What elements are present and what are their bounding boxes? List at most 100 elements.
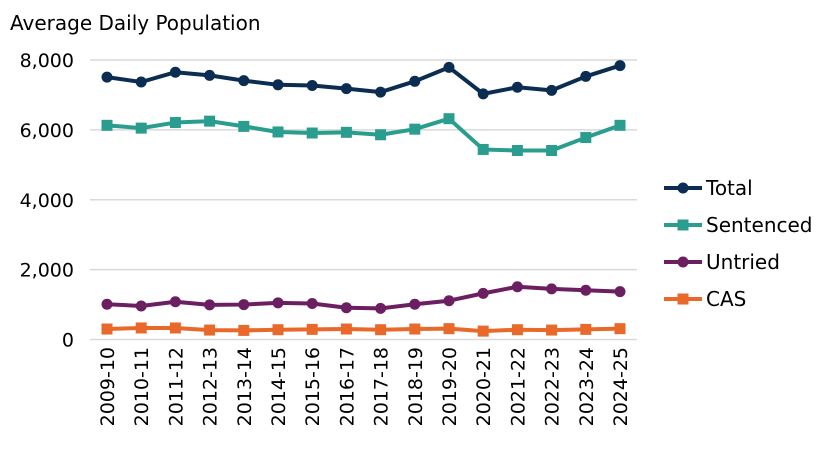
x-tick-label: 2022-23 <box>542 347 564 426</box>
data-point <box>238 324 250 336</box>
series-total <box>101 60 626 100</box>
x-tick-label: 2023-24 <box>576 347 598 426</box>
data-point <box>135 300 147 312</box>
data-point <box>409 323 421 335</box>
legend-marker <box>677 182 689 194</box>
legend-label: Untried <box>706 250 780 274</box>
data-point <box>511 144 523 156</box>
data-point <box>443 113 455 125</box>
data-point <box>511 81 523 93</box>
data-point <box>272 126 284 138</box>
series-line <box>106 116 621 153</box>
x-tick-label: 2010-11 <box>131 347 153 426</box>
data-point <box>511 281 523 293</box>
legend-label: CAS <box>706 287 746 311</box>
data-point <box>306 323 318 335</box>
data-point <box>580 284 592 296</box>
data-point <box>443 61 455 73</box>
data-point <box>375 86 387 98</box>
data-point <box>306 127 318 139</box>
x-axis-ticks: 2009-10 2010-11 2011-12 2012-13 2013-14 2014-… <box>97 347 632 426</box>
data-point <box>409 75 421 87</box>
x-tick-label: 2017-18 <box>371 347 393 426</box>
data-point <box>546 144 558 156</box>
x-tick-label: 2024-25 <box>610 347 632 426</box>
data-point <box>272 297 284 309</box>
data-point <box>101 298 113 310</box>
data-point <box>272 79 284 91</box>
data-point <box>546 324 558 336</box>
x-tick-label: 2016-17 <box>336 347 358 426</box>
data-point <box>546 84 558 96</box>
legend: Total Sentenced Untried CAS <box>664 176 813 311</box>
data-point <box>546 283 558 295</box>
gridlines <box>90 59 637 341</box>
legend-item: Sentenced <box>664 213 813 237</box>
data-point <box>340 323 352 335</box>
data-point <box>101 71 113 83</box>
series-line <box>106 284 621 311</box>
data-point <box>614 119 626 131</box>
data-point <box>580 323 592 335</box>
data-point <box>477 143 489 155</box>
data-point <box>375 324 387 336</box>
data-point <box>477 88 489 100</box>
data-point <box>614 323 626 335</box>
data-point <box>101 119 113 131</box>
x-tick-label: 2018-19 <box>405 347 427 426</box>
data-point <box>169 66 181 78</box>
data-point <box>204 115 216 127</box>
data-point <box>477 325 489 337</box>
data-point <box>375 302 387 314</box>
series-line <box>106 63 621 96</box>
x-tick-label: 2021-22 <box>507 347 529 426</box>
series-line <box>106 325 621 334</box>
data-point <box>580 70 592 82</box>
data-point <box>135 76 147 88</box>
data-point <box>204 69 216 81</box>
x-tick-label: 2011-12 <box>165 347 187 426</box>
data-point <box>614 60 626 72</box>
series-sentenced <box>101 113 626 156</box>
data-point <box>511 324 523 336</box>
legend-label: Sentenced <box>706 213 813 237</box>
data-point <box>340 126 352 138</box>
data-point <box>409 123 421 135</box>
data-point <box>306 298 318 310</box>
y-tick-label: 6,000 <box>20 120 74 142</box>
data-point <box>306 80 318 92</box>
data-point <box>169 322 181 334</box>
x-tick-label: 2019-20 <box>439 347 461 426</box>
data-point <box>477 287 489 299</box>
legend-marker <box>677 256 689 268</box>
x-tick-label: 2012-13 <box>200 347 222 426</box>
legend-item: Total <box>664 176 753 200</box>
data-point <box>169 117 181 129</box>
data-point <box>204 299 216 311</box>
data-point <box>443 295 455 307</box>
y-axis-ticks: 0 2,000 4,000 6,000 8,000 <box>20 50 74 352</box>
legend-item: Untried <box>664 250 780 274</box>
data-point <box>340 83 352 95</box>
x-tick-label: 2013-14 <box>234 347 256 426</box>
data-point <box>272 324 284 336</box>
data-point <box>340 302 352 314</box>
legend-item: CAS <box>664 287 746 311</box>
data-point <box>135 122 147 134</box>
data-point <box>204 324 216 336</box>
y-tick-label: 2,000 <box>20 260 74 282</box>
data-point <box>238 120 250 132</box>
x-tick-label: 2014-15 <box>268 347 290 426</box>
series-untried <box>101 281 626 314</box>
y-tick-label: 4,000 <box>20 190 74 212</box>
legend-marker <box>677 293 689 305</box>
x-tick-label: 2009-10 <box>97 347 119 426</box>
series-cas <box>101 322 626 337</box>
legend-marker <box>677 219 689 231</box>
y-tick-label: 8,000 <box>20 50 74 72</box>
data-point <box>375 129 387 141</box>
data-point <box>101 323 113 335</box>
x-tick-label: 2020-21 <box>473 347 495 426</box>
data-point <box>614 286 626 298</box>
